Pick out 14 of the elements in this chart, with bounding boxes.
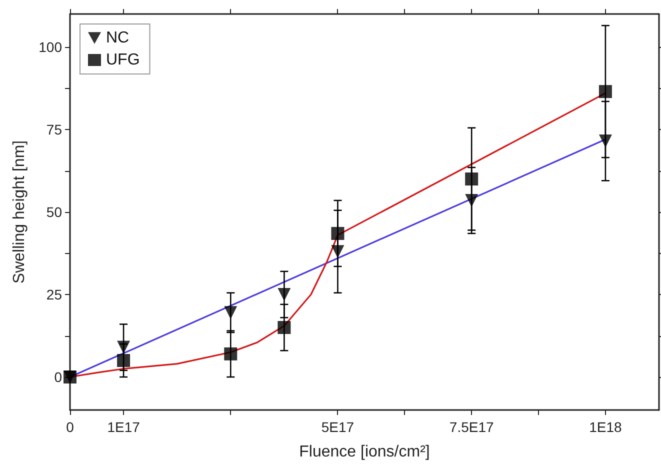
y-tick-label: 75 <box>46 122 62 138</box>
y-tick-label: 25 <box>46 286 62 302</box>
y-tick-label: 50 <box>46 204 62 220</box>
legend-label: NC <box>106 30 130 46</box>
x-tick-label: 1E18 <box>589 419 622 435</box>
x-tick-label: 5E17 <box>321 419 354 435</box>
x-tick-label: 0 <box>66 419 74 435</box>
x-tick-label: 7.5E17 <box>449 419 494 435</box>
y-tick-label: 100 <box>38 39 62 55</box>
legend-label: UFG <box>106 52 140 68</box>
y-tick-label: 0 <box>54 369 62 385</box>
x-tick-label: 1E17 <box>107 419 140 435</box>
y-axis-title: Swelling height [nm] <box>11 140 28 284</box>
x-axis-title: Fluence [ions/cm²] <box>299 444 430 460</box>
